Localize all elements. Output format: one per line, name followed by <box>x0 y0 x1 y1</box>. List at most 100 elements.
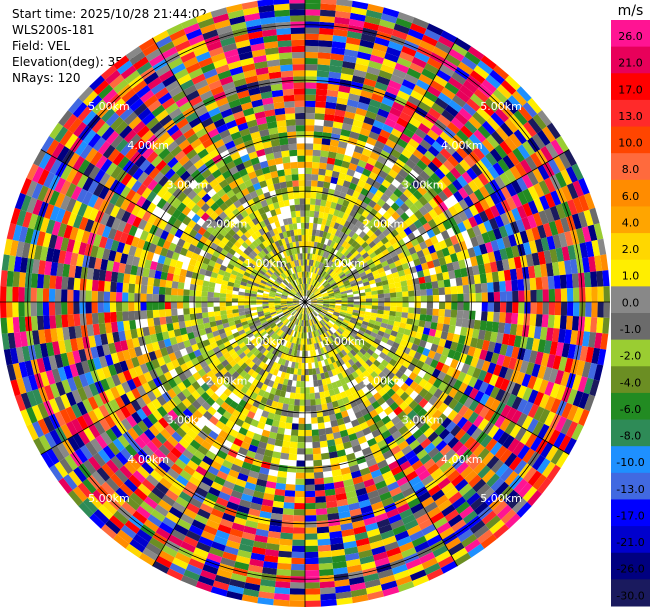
gate-cell <box>372 448 383 458</box>
gate-cell <box>220 288 227 294</box>
gate-cell <box>340 186 349 194</box>
gate-cell <box>227 281 235 287</box>
gate-cell <box>311 331 315 338</box>
gate-cell <box>336 449 346 458</box>
gate-cell <box>478 329 486 340</box>
gate-cell <box>417 491 432 503</box>
gate-cell <box>308 325 312 333</box>
gate-cell <box>134 310 142 320</box>
gate-cell <box>211 229 220 238</box>
gate-cell <box>228 469 240 479</box>
gate-cell <box>15 241 25 258</box>
gate-cell <box>123 129 137 143</box>
gate-cell <box>308 284 311 291</box>
gate-cell <box>166 568 184 581</box>
gate-cell <box>489 69 505 85</box>
gate-cell <box>337 336 344 343</box>
gate-cell <box>452 94 467 108</box>
gate-cell <box>350 588 368 598</box>
gate-cell <box>402 249 411 258</box>
gate-cell <box>276 476 287 484</box>
gate-cell <box>79 313 87 326</box>
gate-cell <box>560 302 568 316</box>
gate-cell <box>227 375 236 384</box>
gate-cell <box>231 379 240 388</box>
gate-cell <box>52 248 61 263</box>
gate-cell <box>316 283 322 289</box>
gate-cell <box>270 257 277 265</box>
gate-cell <box>377 293 385 299</box>
gate-cell <box>295 472 305 479</box>
gate-cell <box>294 362 299 369</box>
gate-cell <box>259 510 272 519</box>
gate-cell <box>297 292 302 298</box>
gate-cell <box>363 478 375 488</box>
gate-cell <box>513 459 528 475</box>
gate-cell <box>316 514 328 522</box>
gate-cell <box>527 265 536 279</box>
gate-cell <box>176 518 192 531</box>
gate-cell <box>447 121 461 135</box>
gate-cell <box>237 237 245 245</box>
gate-cell <box>345 105 358 114</box>
gate-cell <box>291 317 296 324</box>
gate-cell <box>191 213 201 224</box>
gate-cell <box>87 396 99 410</box>
gate-cell <box>315 316 320 323</box>
gate-cell <box>421 181 432 192</box>
gate-cell <box>171 431 183 443</box>
gate-cell <box>338 284 345 289</box>
gate-cell <box>268 294 276 298</box>
gate-cell <box>431 315 439 323</box>
gate-cell <box>300 307 303 314</box>
gate-cell <box>116 272 125 283</box>
gate-cell <box>33 437 47 455</box>
gate-cell <box>310 399 316 406</box>
gate-cell <box>270 332 277 339</box>
gate-cell <box>335 300 342 302</box>
gate-cell <box>399 84 413 96</box>
gate-cell <box>154 227 164 238</box>
gate-cell <box>319 162 327 170</box>
gate-cell <box>294 490 305 498</box>
gate-cell <box>348 321 356 327</box>
gate-cell <box>358 286 365 291</box>
gate-cell <box>292 527 305 534</box>
gate-cell <box>341 332 348 339</box>
gate-cell <box>305 100 316 108</box>
gate-cell <box>341 299 348 302</box>
gate-cell <box>305 350 308 357</box>
gate-cell <box>51 220 62 236</box>
gate-cell <box>552 328 560 343</box>
gate-cell <box>527 403 540 419</box>
gate-cell <box>311 272 315 279</box>
gate-cell <box>446 332 455 342</box>
gate-cell <box>367 437 377 447</box>
gate-cell <box>277 357 284 365</box>
gate-cell <box>451 369 461 380</box>
gate-cell <box>262 247 270 255</box>
gate-cell <box>197 445 209 456</box>
gate-cell <box>305 125 315 132</box>
gate-cell <box>207 296 214 302</box>
gate-cell <box>267 393 275 401</box>
gate-cell <box>365 110 378 120</box>
gate-cell <box>265 284 272 289</box>
gate-cell <box>42 356 52 372</box>
gate-cell <box>518 482 533 498</box>
gate-cell <box>546 122 561 140</box>
gate-cell <box>266 336 273 343</box>
gate-cell <box>1 333 10 350</box>
gate-cell <box>295 293 301 299</box>
gate-cell <box>401 334 410 342</box>
gate-cell <box>394 173 405 184</box>
gate-cell <box>63 474 78 491</box>
gate-cell <box>87 194 99 208</box>
gate-cell <box>120 185 132 199</box>
gate-cell <box>246 316 253 321</box>
gate-cell <box>325 169 333 177</box>
gate-cell <box>267 475 278 483</box>
gate-cell <box>333 209 340 217</box>
gate-cell <box>291 289 297 294</box>
gate-cell <box>363 332 371 339</box>
